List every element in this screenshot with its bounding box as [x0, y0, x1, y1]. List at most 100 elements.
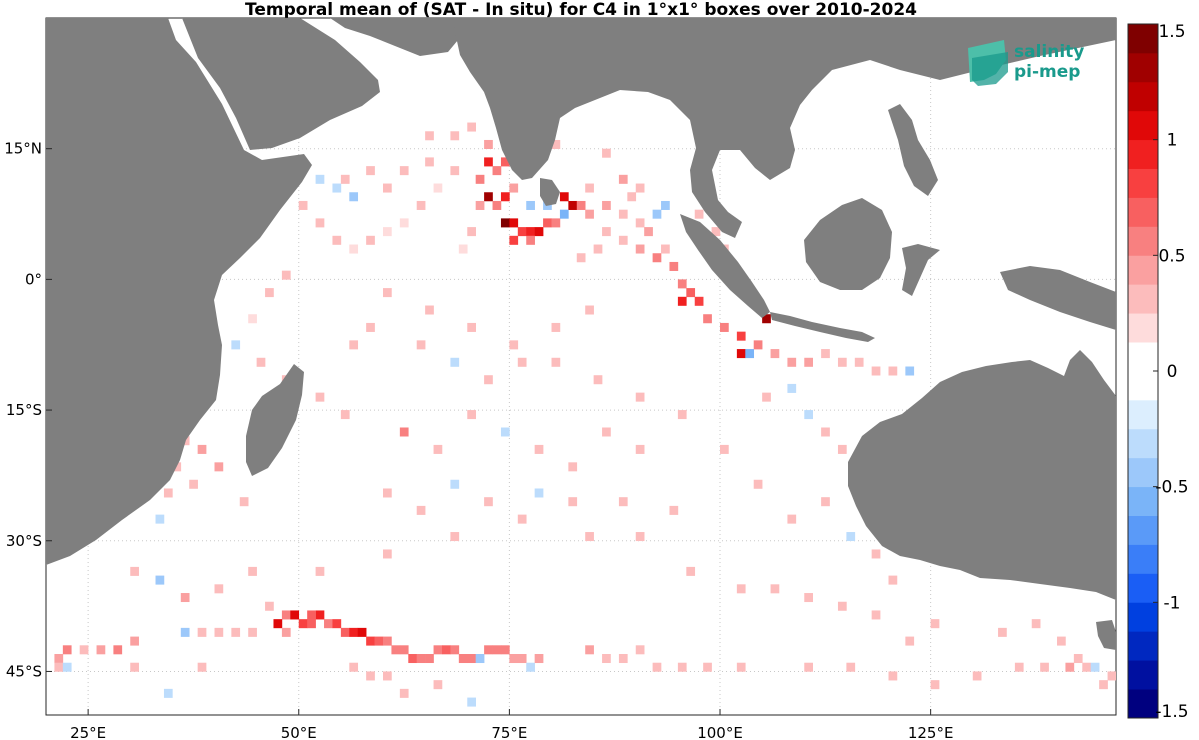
data-cell	[500, 218, 510, 228]
data-cell	[197, 627, 207, 637]
data-cell	[366, 636, 375, 646]
data-cell	[905, 366, 915, 376]
data-cell	[425, 305, 434, 315]
data-cell	[652, 662, 662, 672]
data-cell	[231, 627, 241, 637]
data-cell	[618, 654, 628, 664]
y-tick-label: 30°S	[6, 532, 42, 550]
data-cell	[467, 654, 476, 664]
colorbar-swatch	[1128, 399, 1158, 430]
data-cell	[1073, 654, 1083, 664]
data-cell	[349, 192, 359, 202]
colorbar-swatch	[1128, 602, 1158, 632]
data-cell	[1099, 680, 1108, 690]
data-cell	[517, 514, 527, 524]
x-axis-ticks: 25°E 50°E 75°E 100°E 125°E	[70, 709, 953, 740]
data-cell	[281, 270, 291, 280]
data-cell	[54, 662, 64, 672]
data-cell	[467, 697, 476, 707]
data-cell	[804, 662, 813, 672]
y-tick-label: 15°S	[6, 401, 42, 419]
data-cell	[467, 410, 476, 420]
data-cell	[425, 157, 434, 167]
data-cell	[846, 662, 856, 672]
data-cell	[930, 619, 940, 629]
colorbar-swatch	[1128, 313, 1158, 343]
data-cell	[576, 200, 586, 210]
data-cell	[484, 497, 493, 507]
data-cell	[467, 227, 476, 237]
data-cell	[846, 532, 856, 542]
data-cell	[383, 636, 392, 646]
data-cell	[972, 671, 982, 681]
data-cell	[399, 427, 409, 437]
data-cell	[661, 200, 670, 210]
data-cell	[214, 462, 224, 472]
data-cell	[500, 427, 510, 437]
data-cell	[349, 340, 359, 350]
data-cell	[669, 505, 679, 515]
data-cell	[492, 200, 502, 210]
data-cell	[450, 357, 460, 367]
data-cell	[484, 645, 493, 655]
colorbar-tick-label: 0.5	[1158, 246, 1185, 266]
data-cell	[821, 427, 830, 437]
data-cell	[416, 654, 426, 664]
data-cell	[677, 279, 687, 289]
data-cell	[635, 444, 645, 454]
data-cell	[332, 619, 342, 629]
data-cell	[214, 584, 224, 594]
data-cell	[871, 366, 881, 376]
data-cell	[652, 253, 662, 263]
data-cell	[509, 218, 519, 228]
data-cell	[559, 192, 569, 202]
land-india-asia	[452, 18, 1116, 238]
data-cell	[433, 444, 443, 454]
data-cell	[332, 183, 342, 193]
data-cell	[762, 392, 771, 402]
data-cell	[366, 235, 375, 245]
land-sulawesi	[902, 244, 940, 296]
data-cell	[425, 131, 434, 141]
data-cell	[281, 610, 291, 620]
data-cell	[399, 688, 409, 698]
data-cell	[399, 218, 409, 228]
land-africa	[46, 18, 312, 565]
data-cell	[1031, 619, 1041, 629]
data-cell	[1082, 662, 1092, 672]
data-cell	[366, 322, 375, 332]
data-cell	[130, 566, 139, 576]
data-cell	[644, 227, 653, 237]
data-cell	[661, 244, 670, 254]
data-cell	[349, 627, 359, 637]
data-cell	[618, 235, 628, 245]
data-cell	[585, 209, 594, 219]
data-cell	[458, 654, 468, 664]
land-australia	[848, 350, 1116, 600]
data-cell	[568, 200, 578, 210]
data-cell	[248, 314, 257, 324]
data-cell	[736, 662, 746, 672]
data-cell	[677, 410, 687, 420]
x-tick-label: 50°E	[281, 724, 317, 740]
data-cell	[458, 244, 468, 254]
data-cell	[804, 410, 813, 420]
land-borneo	[804, 198, 892, 290]
data-cell	[180, 627, 190, 637]
data-cell	[248, 566, 257, 576]
colorbar-tick-label: -1	[1164, 593, 1181, 613]
colorbar-swatch	[1128, 371, 1158, 401]
colorbar-swatch	[1128, 457, 1158, 488]
data-cell	[197, 662, 207, 672]
data-cell	[568, 497, 578, 507]
data-cell	[618, 174, 628, 184]
data-cell	[517, 357, 527, 367]
data-cell	[686, 566, 696, 576]
data-cell	[408, 654, 418, 664]
x-tick-label: 100°E	[697, 724, 743, 740]
data-cell	[256, 357, 266, 367]
data-cell	[1014, 662, 1024, 672]
data-cell	[804, 357, 813, 367]
data-cell	[837, 601, 847, 611]
